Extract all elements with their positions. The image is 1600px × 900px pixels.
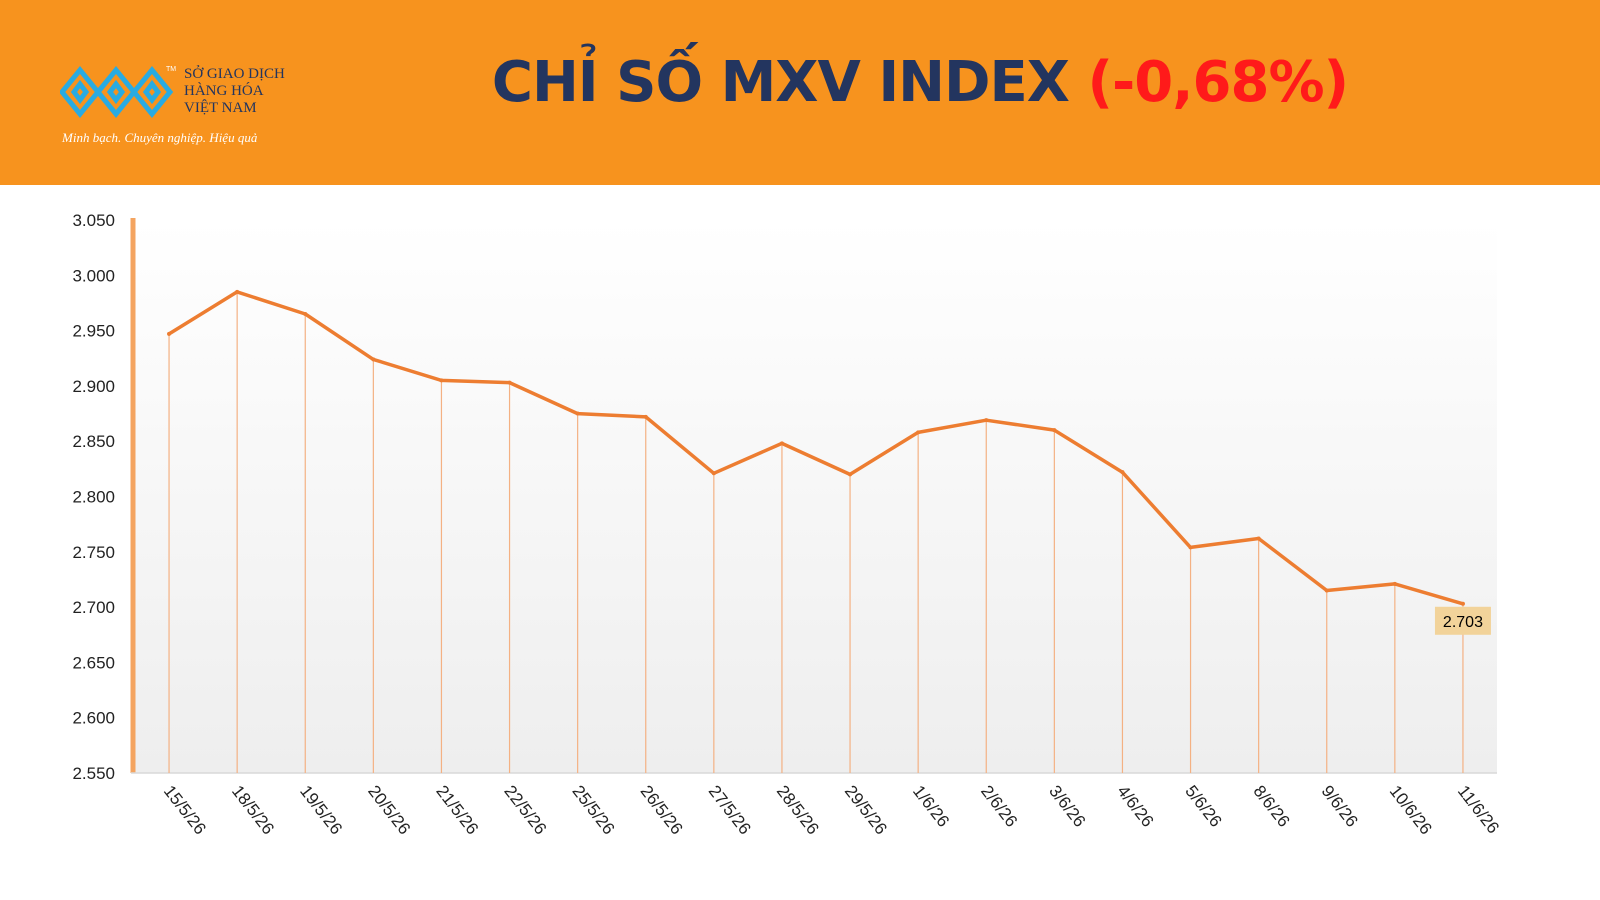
x-tick-label: 28/5/26 <box>773 782 823 838</box>
x-tick-label: 27/5/26 <box>705 782 755 838</box>
y-tick-label: 2.900 <box>72 377 115 396</box>
data-point <box>1460 601 1465 606</box>
data-point <box>916 430 921 435</box>
logo-line-1: SỞ GIAO DỊCH <box>184 66 285 82</box>
data-point <box>1120 470 1125 475</box>
y-tick-label: 2.650 <box>72 653 115 672</box>
logo-text: SỞ GIAO DỊCH HÀNG HÓA VIỆT NAM <box>184 66 285 117</box>
trademark-mark: TM <box>166 66 177 73</box>
x-tick-label: 21/5/26 <box>432 782 482 838</box>
y-tick-label: 2.800 <box>72 488 115 507</box>
y-tick-label: 2.850 <box>72 432 115 451</box>
data-point <box>371 357 376 362</box>
data-point <box>779 441 784 446</box>
data-point <box>711 471 716 476</box>
x-tick-label: 18/5/26 <box>228 782 278 838</box>
x-tick-label: 26/5/26 <box>637 782 687 838</box>
y-tick-label: 3.000 <box>72 266 115 285</box>
x-tick-label: 3/6/26 <box>1045 782 1089 831</box>
x-tick-label: 22/5/26 <box>500 782 550 838</box>
y-tick-label: 2.950 <box>72 322 115 341</box>
last-value-label: 2.703 <box>1443 614 1483 631</box>
y-tick-label: 2.700 <box>72 598 115 617</box>
data-point <box>1188 545 1193 550</box>
x-tick-label: 20/5/26 <box>364 782 414 838</box>
data-point <box>1324 588 1329 593</box>
mxv-logo: TM SỞ GIAO DỊCH HÀNG HÓA VIỆT NAM Minh b… <box>60 62 320 152</box>
page-title: CHỈ SỐ MXV INDEX (-0,68%) <box>420 50 1420 115</box>
drop-lines <box>168 291 1464 773</box>
series-mxv-index <box>167 289 1465 606</box>
last-value-label-bg <box>1434 606 1491 635</box>
data-point <box>575 411 580 416</box>
x-tick-label: 8/6/26 <box>1249 782 1293 831</box>
x-tick-label: 1/6/26 <box>909 782 953 831</box>
plot-area <box>135 220 1497 773</box>
data-point <box>303 312 308 317</box>
data-point <box>167 331 172 336</box>
data-point <box>848 472 853 477</box>
data-point <box>235 289 240 294</box>
y-tick-label: 3.050 <box>72 211 115 230</box>
x-tick-label: 9/6/26 <box>1318 782 1362 831</box>
data-point <box>1052 428 1057 433</box>
data-point <box>1392 581 1397 586</box>
y-tick-label: 2.550 <box>72 764 115 783</box>
x-tick-label: 5/6/26 <box>1181 782 1225 831</box>
mxv-logo-icon <box>60 66 174 118</box>
x-tick-label: 15/5/26 <box>160 782 210 838</box>
logo-slogan: Minh bạch. Chuyên nghiệp. Hiệu quả <box>62 130 258 145</box>
x-tick-label: 29/5/26 <box>841 782 891 838</box>
x-tick-label: 19/5/26 <box>296 782 346 838</box>
data-point <box>1256 536 1261 541</box>
mxv-index-line-chart: 3.050 3.000 2.950 2.900 2.850 2.800 2.750 2.700… <box>72 211 1503 838</box>
data-point <box>439 378 444 383</box>
logo-line-3: VIỆT NAM <box>184 100 257 116</box>
y-tick-label: 2.600 <box>72 709 115 728</box>
data-labels: 2.703 <box>1434 606 1491 635</box>
data-point <box>507 380 512 385</box>
data-point <box>984 418 989 423</box>
x-axis: 15/5/26 18/5/26 19/5/26 20/5/26 21/5/26 22/5/… <box>131 772 1503 838</box>
x-tick-label: 11/6/26 <box>1454 782 1503 837</box>
title-main: CHỈ SỐ MXV INDEX <box>491 50 1070 115</box>
header-banner: TM SỞ GIAO DỊCH HÀNG HÓA VIỆT NAM Minh b… <box>0 0 1600 185</box>
x-tick-label: 4/6/26 <box>1113 782 1157 831</box>
y-axis: 3.050 3.000 2.950 2.900 2.850 2.800 2.750 2.700… <box>72 211 136 783</box>
title-change: (-0,68%) <box>1087 50 1349 115</box>
logo-line-2: HÀNG HÓA <box>184 83 264 99</box>
series-line <box>167 290 1465 606</box>
x-tick-label: 10/6/26 <box>1386 782 1436 838</box>
y-tick-label: 2.750 <box>72 543 115 562</box>
data-point <box>643 414 648 419</box>
x-tick-label: 2/6/26 <box>977 782 1021 831</box>
x-tick-label: 25/5/26 <box>568 782 618 838</box>
